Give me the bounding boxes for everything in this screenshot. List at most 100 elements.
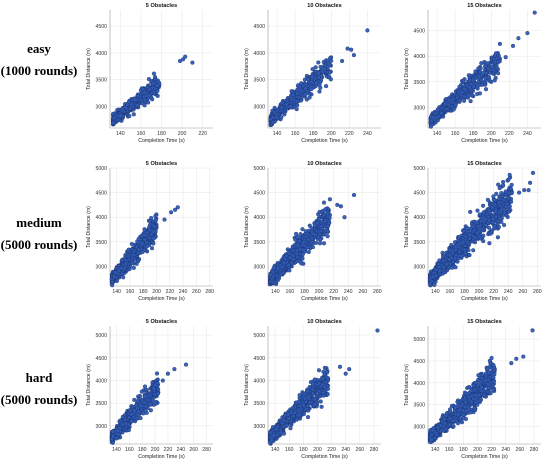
data-point xyxy=(506,196,510,200)
y-tick-label: 3500 xyxy=(253,240,265,246)
data-point xyxy=(318,90,322,94)
data-point xyxy=(317,217,321,221)
data-point xyxy=(299,232,303,236)
x-tick-label: 160 xyxy=(137,131,146,137)
data-point xyxy=(137,237,141,241)
x-tick-label: 240 xyxy=(504,289,513,295)
data-point xyxy=(275,274,279,278)
row-rounds-label: (5000 rounds) xyxy=(0,234,78,256)
y-tick-label: 4000 xyxy=(253,51,265,57)
data-point xyxy=(137,413,141,417)
y-tick-label: 3000 xyxy=(253,424,265,430)
data-point xyxy=(301,252,305,256)
x-tick-label: 200 xyxy=(487,131,496,137)
data-point xyxy=(310,226,314,230)
x-tick-label: 260 xyxy=(192,289,201,295)
data-point xyxy=(461,79,465,83)
data-point xyxy=(451,98,455,102)
data-point xyxy=(477,74,481,78)
y-tick-label: 3000 xyxy=(95,264,107,270)
y-tick-label: 3500 xyxy=(253,401,265,407)
x-tick-label: 280 xyxy=(370,447,379,453)
data-point xyxy=(143,103,147,107)
x-tick-label: 220 xyxy=(505,131,514,137)
y-tick-label: 4500 xyxy=(413,191,425,197)
data-point xyxy=(316,61,320,65)
data-point xyxy=(454,265,458,269)
data-point xyxy=(152,91,156,95)
data-point xyxy=(478,70,482,74)
data-point xyxy=(502,223,506,227)
data-point xyxy=(498,42,502,46)
data-point xyxy=(283,257,287,261)
data-point xyxy=(298,260,302,264)
data-point xyxy=(463,87,467,91)
data-point xyxy=(475,231,479,235)
panel-title: 15 Obstacles xyxy=(467,161,502,167)
data-point xyxy=(461,240,465,244)
y-tick-label: 5000 xyxy=(95,333,107,339)
data-point xyxy=(161,379,165,383)
data-point xyxy=(528,181,532,185)
data-point xyxy=(449,243,453,247)
data-point xyxy=(318,241,322,245)
data-point xyxy=(496,183,500,187)
x-axis-label: Completion Time (s) xyxy=(461,296,508,302)
data-point xyxy=(313,223,317,227)
x-tick-label: 180 xyxy=(138,447,147,453)
data-point xyxy=(324,84,328,88)
x-tick-label: 140 xyxy=(431,289,440,295)
y-tick-label: 3000 xyxy=(413,264,425,270)
data-point xyxy=(468,233,472,237)
data-point xyxy=(434,274,438,278)
data-point xyxy=(318,81,322,85)
data-point xyxy=(166,372,170,376)
data-point xyxy=(487,226,491,230)
x-tick-label: 140 xyxy=(273,131,282,137)
data-point xyxy=(328,197,332,201)
data-point xyxy=(143,233,147,237)
x-tick-label: 140 xyxy=(112,447,121,453)
x-tick-label: 140 xyxy=(116,131,125,137)
data-point xyxy=(146,244,150,248)
y-axis-label: Total Distance (m) xyxy=(244,206,250,248)
data-point xyxy=(452,108,456,112)
data-point xyxy=(301,240,305,244)
x-tick-label: 220 xyxy=(165,289,174,295)
data-point xyxy=(298,88,302,92)
data-point xyxy=(445,262,449,266)
data-point xyxy=(326,212,330,216)
data-point xyxy=(429,125,433,129)
data-point xyxy=(136,259,140,263)
data-point xyxy=(152,387,156,391)
data-point xyxy=(153,225,157,229)
x-tick-label: 280 xyxy=(373,289,382,295)
data-point xyxy=(492,195,496,199)
data-point xyxy=(488,211,492,215)
data-point xyxy=(298,248,302,252)
x-tick-label: 220 xyxy=(489,289,498,295)
data-point xyxy=(310,87,314,91)
data-point xyxy=(481,239,485,243)
data-point xyxy=(335,203,339,207)
data-point xyxy=(310,240,314,244)
x-tick-label: 240 xyxy=(179,289,188,295)
data-point xyxy=(436,108,440,112)
data-point xyxy=(151,82,155,86)
y-tick-label: 3000 xyxy=(253,105,265,111)
data-point xyxy=(128,409,132,413)
data-point xyxy=(304,93,308,97)
data-point xyxy=(507,178,511,182)
data-point xyxy=(156,94,160,98)
data-point xyxy=(491,68,495,72)
data-point xyxy=(328,71,332,75)
data-point xyxy=(326,230,330,234)
data-point xyxy=(526,31,530,35)
data-point xyxy=(454,103,458,107)
x-tick-label: 140 xyxy=(271,289,280,295)
data-point xyxy=(321,70,325,74)
data-point xyxy=(148,87,152,91)
data-point xyxy=(447,98,451,102)
y-tick-label: 4500 xyxy=(253,24,265,30)
data-point xyxy=(296,244,300,248)
